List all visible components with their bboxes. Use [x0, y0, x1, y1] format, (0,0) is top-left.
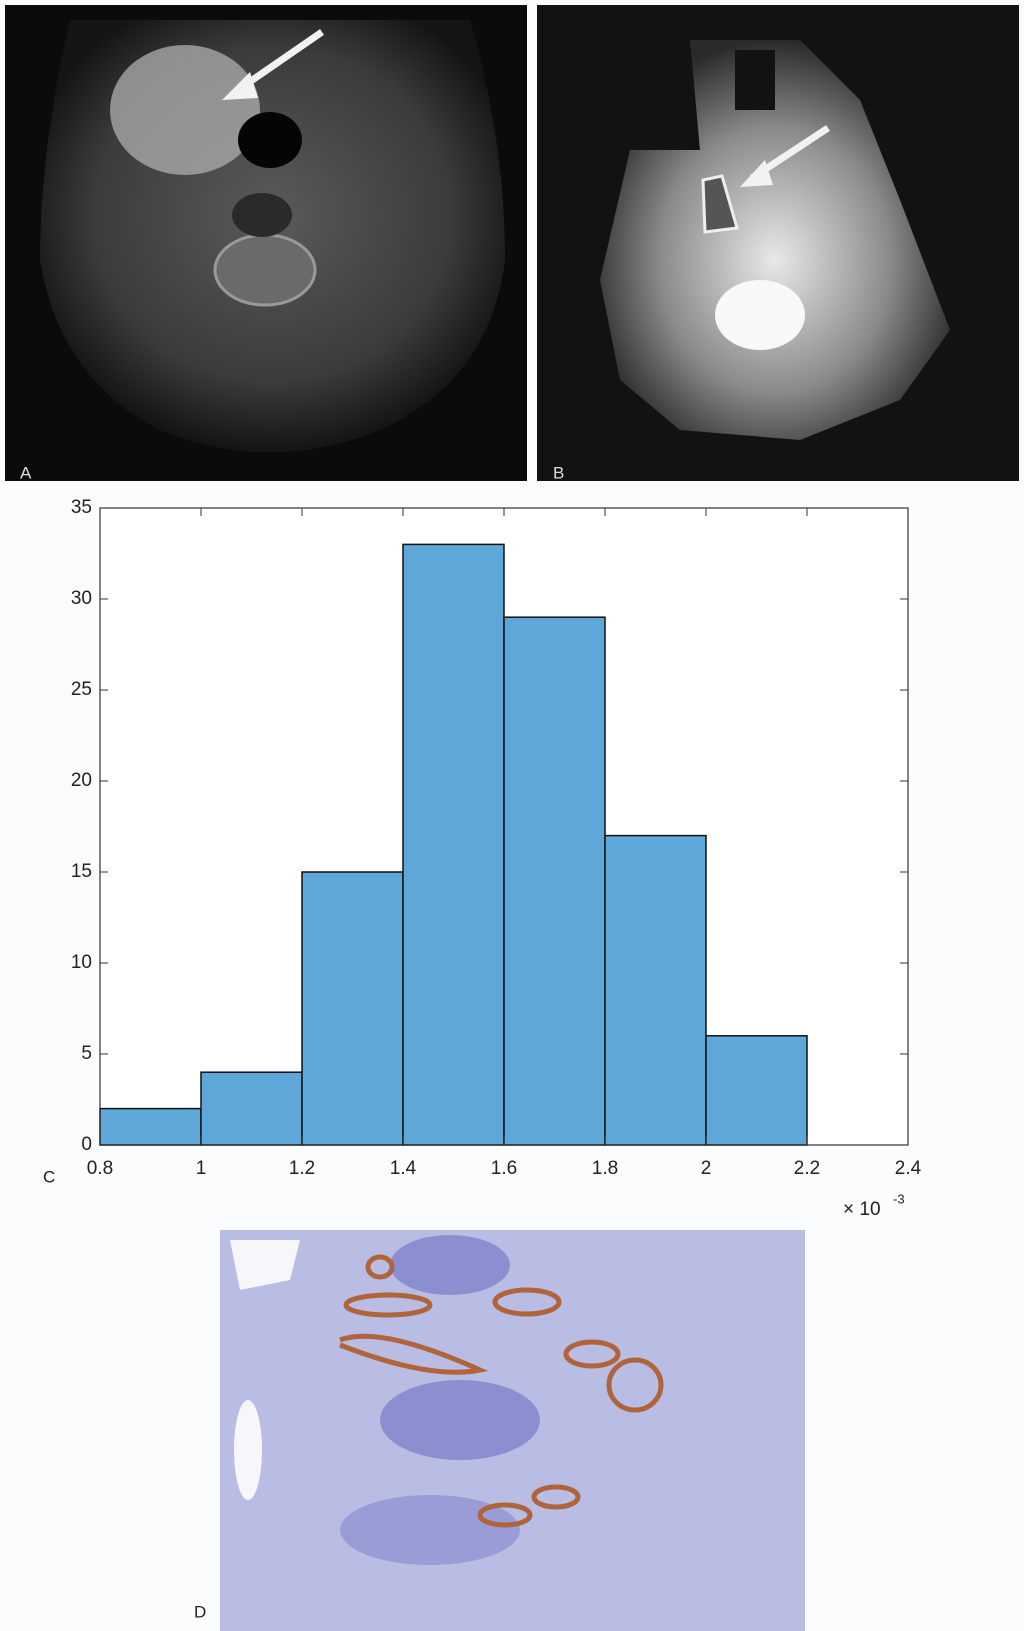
panel-label: C [43, 1167, 55, 1186]
x-tick-label: 0.8 [87, 1158, 113, 1179]
panel-label: D [194, 1602, 206, 1621]
histogram-chart: 0 5 10 15 20 25 30 35 0.8 1 1.2 1.4 1.6 1.8 2 2.2 2.4 [71, 497, 922, 1179]
bar [503, 616, 606, 1146]
bar [705, 1035, 808, 1146]
adc-map-b [537, 5, 1019, 481]
x-tick-label: 1.4 [390, 1158, 417, 1179]
x-tick-label: 1.8 [592, 1158, 618, 1179]
y-tick-label: 20 [71, 770, 92, 791]
y-tick-label: 10 [71, 952, 92, 973]
panel-label: A [20, 463, 32, 482]
bar [200, 1071, 303, 1146]
x-tick-label: 2.2 [794, 1158, 820, 1179]
x-tick-label: 2 [701, 1158, 712, 1179]
y-tick-label: 15 [71, 861, 92, 882]
mri-image-a [5, 5, 527, 481]
histology-image-d [220, 1230, 805, 1631]
y-tick-label: 30 [71, 588, 92, 609]
y-tick-label: 0 [81, 1134, 92, 1155]
x-tick-label: 1.6 [491, 1158, 517, 1179]
x-tick-label: 2.4 [895, 1158, 922, 1179]
y-tick-label: 35 [71, 497, 92, 518]
x-tick-label: 1.2 [289, 1158, 315, 1179]
x-multiplier-exponent: -3 [893, 1191, 905, 1206]
y-tick-label: 25 [71, 679, 92, 700]
x-multiplier: × 10 [843, 1199, 881, 1220]
x-tick-label: 1 [196, 1158, 207, 1179]
panel-label: B [553, 463, 564, 482]
y-tick-label: 5 [81, 1043, 92, 1064]
bar [402, 543, 505, 1146]
bar [604, 834, 707, 1146]
bar [99, 1107, 202, 1146]
bar [301, 871, 404, 1146]
